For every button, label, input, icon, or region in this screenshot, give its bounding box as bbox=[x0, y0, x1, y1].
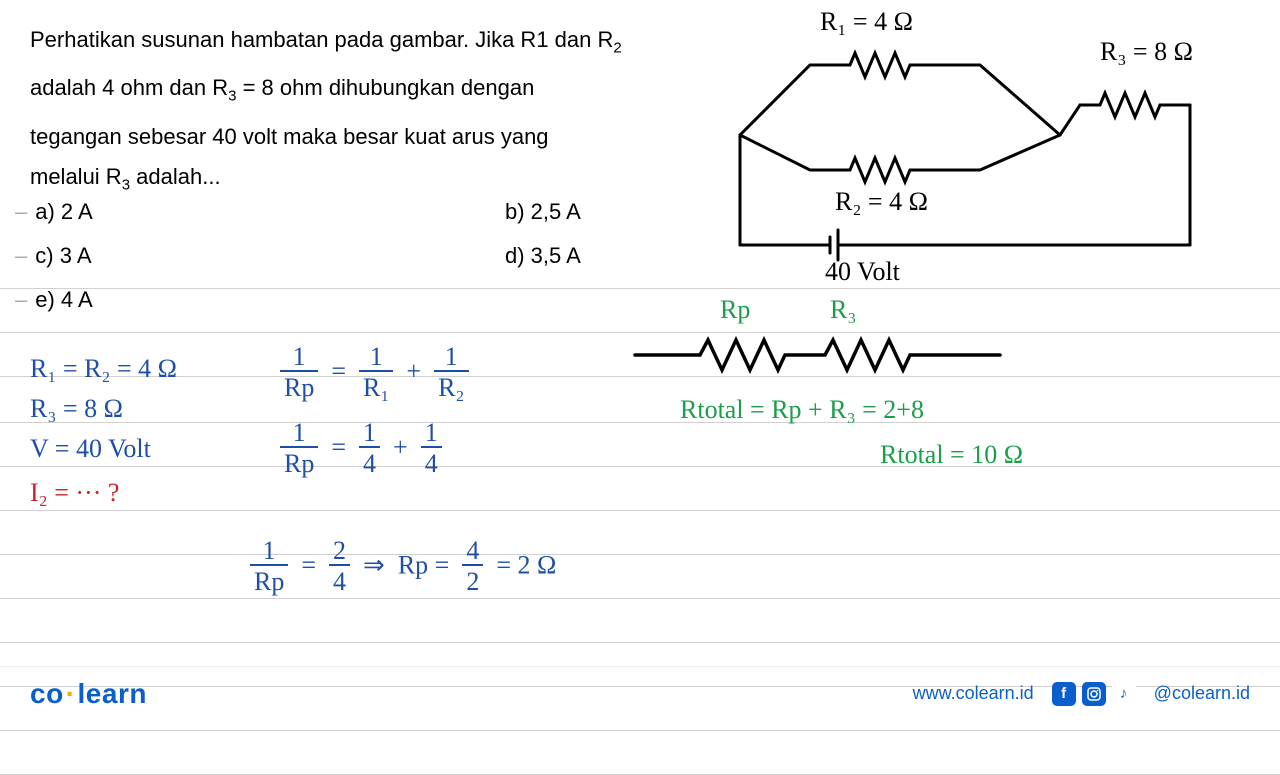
option-d: d) 3,5 A bbox=[505, 234, 581, 278]
rp5-num: 1 bbox=[359, 420, 380, 448]
given-i2: I₂ = ··· ? bbox=[30, 478, 119, 508]
rp4-den: Rp bbox=[280, 448, 318, 479]
rp8-num: 2 bbox=[329, 538, 350, 566]
rp3-den: R₂ bbox=[434, 372, 468, 403]
given-r1r2: R₁ = R₂ = 4 Ω bbox=[30, 354, 177, 384]
option-d-text: d) 3,5 A bbox=[505, 243, 581, 268]
rp7-num: 1 bbox=[250, 538, 288, 566]
footer: co·learn www.colearn.id f ♪ @colearn.id bbox=[0, 666, 1280, 720]
rp1-num: 1 bbox=[280, 344, 318, 372]
r3-label: R₃ = 8 Ω bbox=[1100, 37, 1193, 66]
rule-line bbox=[0, 642, 1280, 643]
rp6-den: 4 bbox=[421, 448, 442, 479]
facebook-icon: f bbox=[1052, 682, 1076, 706]
question-line1: Perhatikan susunan hambatan pada gambar.… bbox=[30, 20, 670, 68]
rp2-num: 1 bbox=[359, 344, 393, 372]
footer-url: www.colearn.id bbox=[913, 683, 1034, 704]
rule-line bbox=[0, 730, 1280, 731]
r1-label: R₁ = 4 Ω bbox=[820, 7, 913, 36]
q2-a: adalah 4 ohm dan R bbox=[30, 75, 228, 100]
rp9-den: 2 bbox=[462, 566, 483, 597]
rp-arrow: ⇒ bbox=[363, 551, 385, 580]
q1-sub: 2 bbox=[613, 39, 621, 56]
rp5-den: 4 bbox=[359, 448, 380, 479]
question-block: Perhatikan susunan hambatan pada gambar.… bbox=[30, 20, 670, 205]
rtotal-eq: Rtotal = Rp + R₃ = 2+8 bbox=[680, 395, 924, 425]
q1-text: Perhatikan susunan hambatan pada gambar.… bbox=[30, 27, 613, 52]
given-r3: R₃ = 8 Ω bbox=[30, 394, 123, 424]
rule-line bbox=[0, 598, 1280, 599]
option-b-text: b) 2,5 A bbox=[505, 199, 581, 224]
series-r3-label: R₃ bbox=[830, 295, 856, 325]
footer-right: www.colearn.id f ♪ @colearn.id bbox=[913, 682, 1250, 706]
instagram-icon bbox=[1082, 682, 1106, 706]
series-rp-label: Rp bbox=[720, 295, 750, 325]
question-line2: adalah 4 ohm dan R3 = 8 ohm dihubungkan … bbox=[30, 68, 670, 116]
rp7-den: Rp bbox=[250, 566, 288, 597]
rp2-den: R₁ bbox=[359, 372, 393, 403]
rule-line bbox=[0, 466, 1280, 467]
option-b: b) 2,5 A bbox=[505, 190, 581, 234]
rp-eq2: 1Rp = 14 + 14 bbox=[280, 420, 442, 479]
logo-co: co bbox=[30, 678, 64, 709]
option-c-text: c) 3 A bbox=[35, 243, 91, 268]
rp8-den: 4 bbox=[329, 566, 350, 597]
rp9-num: 4 bbox=[462, 538, 483, 566]
logo: co·learn bbox=[30, 678, 147, 710]
rp6-num: 1 bbox=[421, 420, 442, 448]
option-e: –e) 4 A bbox=[15, 278, 505, 322]
q2-b: = 8 ohm dihubungkan dengan bbox=[236, 75, 534, 100]
rp-eq-text: Rp = bbox=[398, 551, 450, 580]
q4-a: melalui R bbox=[30, 164, 122, 189]
rule-line bbox=[0, 554, 1280, 555]
footer-handle: @colearn.id bbox=[1154, 683, 1250, 704]
logo-dot-icon: · bbox=[66, 678, 76, 709]
option-a: –a) 2 A bbox=[15, 190, 505, 234]
option-e-text: e) 4 A bbox=[35, 287, 92, 312]
logo-learn: learn bbox=[78, 678, 147, 709]
r2-label: R₂ = 4 Ω bbox=[835, 187, 928, 216]
circuit-diagram: R₁ = 4 Ω R₃ = 8 Ω R₂ = 4 Ω 40 Volt bbox=[680, 5, 1250, 285]
page-root: Perhatikan susunan hambatan pada gambar.… bbox=[0, 0, 1280, 720]
rp-result: = 2 Ω bbox=[496, 551, 556, 580]
option-a-text: a) 2 A bbox=[35, 199, 92, 224]
rp-eq1: 1Rp = 1R₁ + 1R₂ bbox=[280, 344, 469, 403]
option-c: –c) 3 A bbox=[15, 234, 505, 278]
q4-b: adalah... bbox=[130, 164, 221, 189]
options-block: –a) 2 A b) 2,5 A –c) 3 A d) 3,5 A –e) 4 … bbox=[15, 190, 695, 322]
rule-line bbox=[0, 422, 1280, 423]
question-line3: tegangan sebesar 40 volt maka besar kuat… bbox=[30, 117, 670, 157]
series-resistors-diagram bbox=[630, 330, 1010, 380]
social-icons: f ♪ bbox=[1052, 682, 1136, 706]
voltage-label: 40 Volt bbox=[825, 257, 901, 285]
rp4-num: 1 bbox=[280, 420, 318, 448]
rp-eq3: 1Rp = 24 ⇒ Rp = 42 = 2 Ω bbox=[250, 538, 556, 597]
rtotal-result: Rtotal = 10 Ω bbox=[880, 440, 1023, 470]
tiktok-icon: ♪ bbox=[1112, 682, 1136, 706]
rule-line bbox=[0, 510, 1280, 511]
rp3-num: 1 bbox=[434, 344, 468, 372]
rp1-den: Rp bbox=[280, 372, 318, 403]
given-v: V = 40 Volt bbox=[30, 434, 151, 464]
